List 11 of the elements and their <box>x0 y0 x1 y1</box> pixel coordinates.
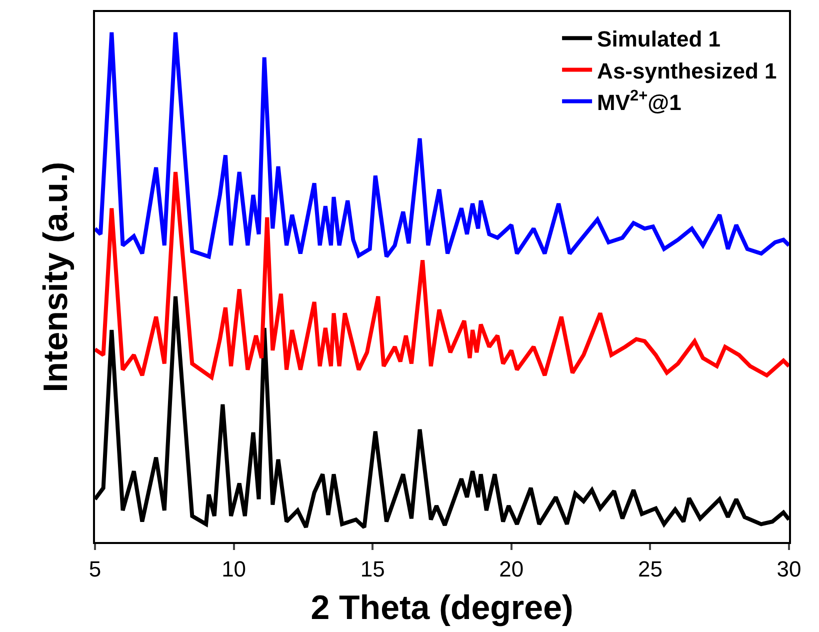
x-tick-label: 15 <box>360 556 385 582</box>
legend-label: MV$^{2+}$@1 <box>597 88 682 115</box>
x-axis-title: 2 Theta (degree) <box>310 589 574 628</box>
x-tick-label: 5 <box>88 556 102 582</box>
x-tick-label: 10 <box>222 556 246 582</box>
legend-label: As-synthesized 1 <box>597 58 777 84</box>
x-tick-label: 30 <box>776 556 802 582</box>
y-axis-title: Intensity (a.u.) <box>37 162 76 392</box>
x-tick-label: 25 <box>638 556 662 582</box>
legend-label: Simulated 1 <box>597 26 721 52</box>
x-tick-label: 20 <box>499 556 524 582</box>
